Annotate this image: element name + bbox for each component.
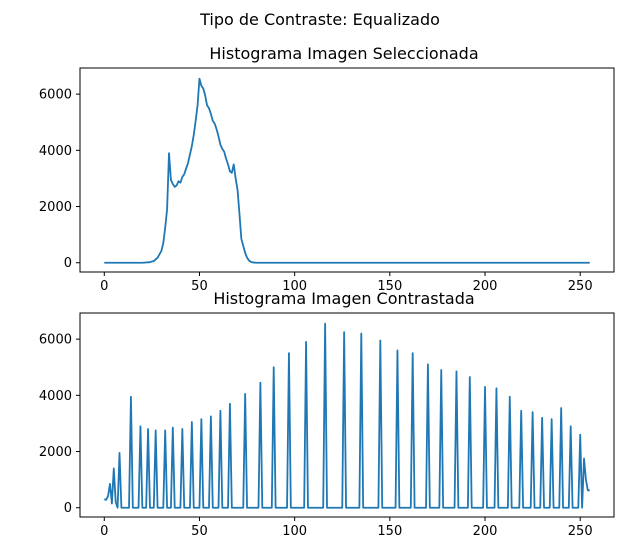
x-tick-label: 0 xyxy=(100,279,108,294)
x-tick-label: 250 xyxy=(568,279,593,294)
y-tick-label: 0 xyxy=(64,501,72,516)
y-tick-label: 4000 xyxy=(39,389,72,404)
y-tick-label: 2000 xyxy=(39,200,72,215)
x-tick-label: 150 xyxy=(377,279,402,294)
x-tick-label: 250 xyxy=(568,524,593,539)
axes-top-line xyxy=(104,77,590,264)
y-tick-label: 4000 xyxy=(39,144,72,159)
x-tick-label: 100 xyxy=(282,279,307,294)
y-tick-label: 6000 xyxy=(39,333,72,348)
figure-suptitle: Tipo de Contraste: Equalizado xyxy=(199,10,440,29)
y-tick-label: 0 xyxy=(64,256,72,271)
axes-bottom-title: Histograma Imagen Contrastada xyxy=(213,289,474,308)
axes-top: Histograma Imagen Seleccionada 0 50 100 150… xyxy=(39,44,615,294)
x-tick-label: 150 xyxy=(377,524,402,539)
axes-top-frame xyxy=(79,67,615,273)
x-tick-label: 200 xyxy=(473,279,498,294)
x-tick-label: 50 xyxy=(191,279,208,294)
x-tick-label: 0 xyxy=(100,524,108,539)
y-tick-label: 2000 xyxy=(39,445,72,460)
x-tick-label: 50 xyxy=(191,524,208,539)
x-tick-label: 200 xyxy=(473,524,498,539)
y-tick-label: 6000 xyxy=(39,88,72,103)
axes-bottom-frame xyxy=(79,312,615,518)
x-tick-label: 100 xyxy=(282,524,307,539)
axes-bottom: Histograma Imagen Contrastada 0 50 100 150 2… xyxy=(39,289,615,539)
axes-bottom-line xyxy=(104,322,590,509)
axes-top-title: Histograma Imagen Seleccionada xyxy=(209,44,478,63)
